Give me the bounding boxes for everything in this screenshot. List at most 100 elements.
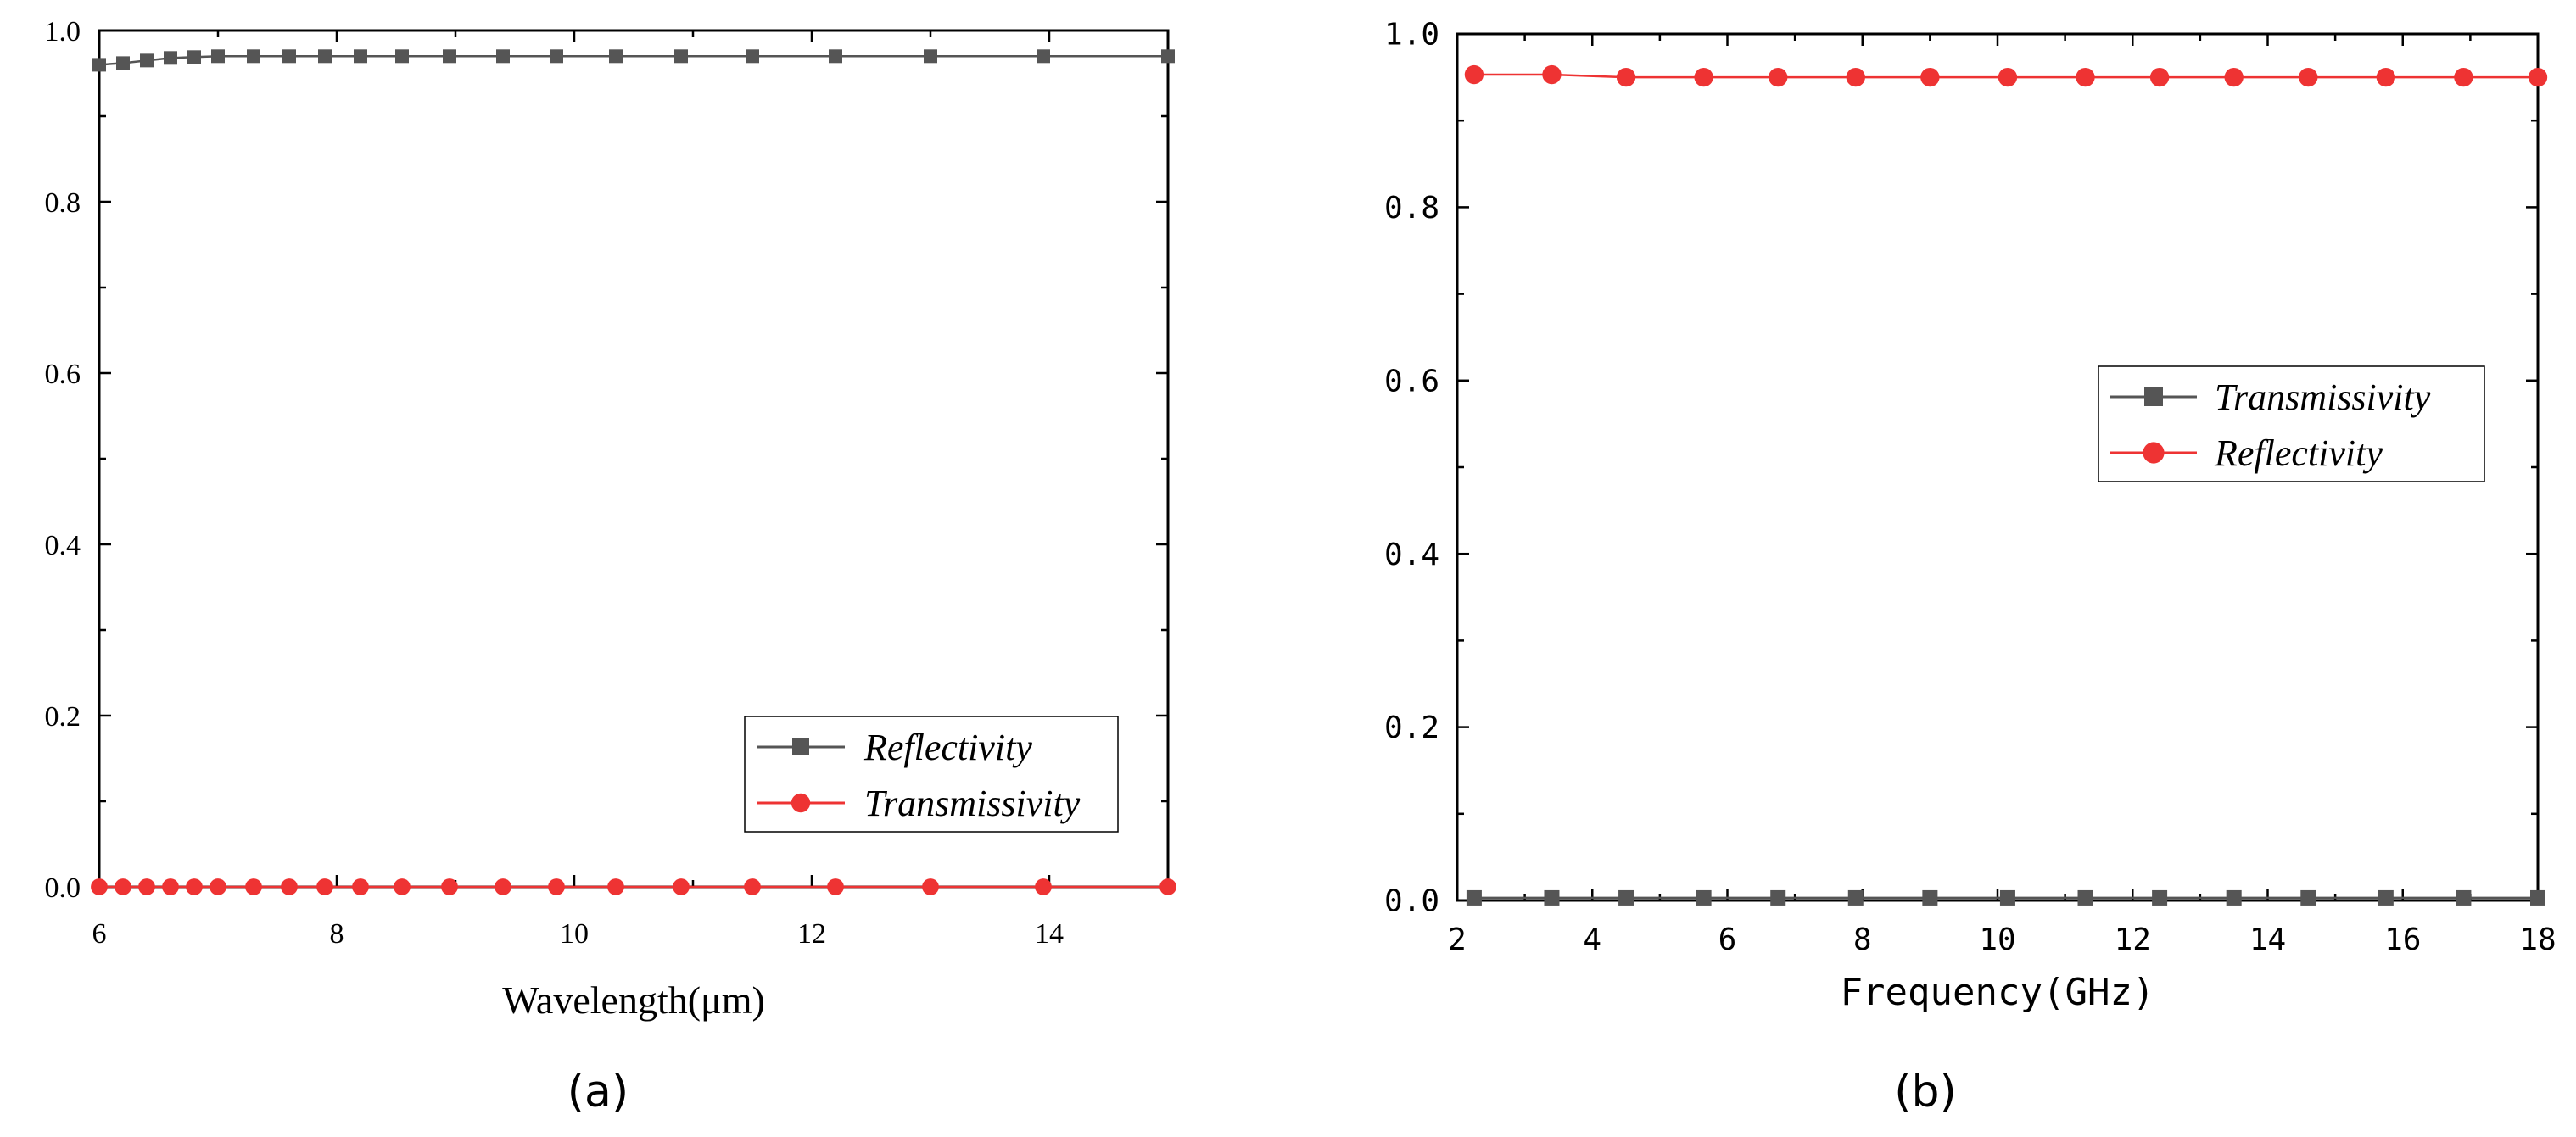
series-reflectivity xyxy=(92,49,1175,72)
data-point xyxy=(922,878,939,895)
legend-label: Transmissivity xyxy=(2215,376,2431,418)
data-point xyxy=(744,878,761,895)
series-reflectivity xyxy=(1464,64,2548,87)
data-point xyxy=(316,878,333,895)
data-point xyxy=(2378,889,2394,906)
chart-panel-b: 2 4 6 8 10 12 14 16 18 0.0 0.2 0.4 0.6 0.8 1.0 Frequenc… xyxy=(1384,18,2556,1117)
data-point xyxy=(2152,889,2168,906)
data-point xyxy=(550,49,563,64)
data-point xyxy=(1769,67,1788,87)
data-point xyxy=(395,49,409,64)
legend-marker xyxy=(2143,442,2165,464)
data-point xyxy=(2376,67,2396,87)
data-point xyxy=(2299,67,2318,87)
data-point xyxy=(829,49,842,64)
data-point xyxy=(91,878,108,895)
y-tick-label: 0.4 xyxy=(45,530,81,561)
data-point xyxy=(1920,67,1940,87)
x-tick-label: 14 xyxy=(1035,918,1064,950)
data-point xyxy=(1159,878,1176,895)
legend-box xyxy=(2098,365,2485,482)
data-point xyxy=(211,49,225,64)
data-point xyxy=(2456,889,2472,906)
data-point xyxy=(2226,889,2242,906)
data-point xyxy=(394,878,411,895)
x-axis-label: Wavelength(μm) xyxy=(502,978,765,1022)
data-point xyxy=(2454,67,2473,87)
y-tick-label: 0.2 xyxy=(1384,711,1439,745)
panel-label: (a) xyxy=(567,1067,629,1117)
data-point xyxy=(1696,889,1712,906)
y-tick-label: 0.6 xyxy=(45,359,81,390)
data-point xyxy=(441,878,458,895)
y-tick-label: 0.8 xyxy=(45,187,81,219)
x-tick-label: 2 xyxy=(1448,922,1467,957)
data-point xyxy=(186,878,203,895)
data-point xyxy=(2300,889,2316,906)
panel-label: (b) xyxy=(1894,1067,1957,1117)
legend-marker xyxy=(791,793,811,813)
data-point xyxy=(1998,67,2018,87)
y-tick-label: 0.8 xyxy=(1384,191,1439,226)
x-tick-label: 10 xyxy=(560,918,589,950)
data-point xyxy=(1846,67,1865,87)
x-tick-label: 6 xyxy=(1718,922,1737,957)
chart-panel-a: 6 8 10 12 14 0.0 0.2 0.4 0.6 0.8 1.0 Wavelength(μm)… xyxy=(45,16,1176,1117)
data-point xyxy=(1999,889,2015,906)
data-point xyxy=(746,49,759,64)
data-point xyxy=(674,49,688,64)
legend-label: Transmissivity xyxy=(864,783,1081,824)
data-point xyxy=(1542,64,1562,85)
legend-label: Reflectivity xyxy=(2214,432,2383,474)
data-point xyxy=(2224,67,2244,87)
data-point xyxy=(1616,67,1636,87)
series-transmissivity xyxy=(1466,889,2545,906)
x-axis-label: Frequency(GHz) xyxy=(1841,971,2155,1014)
data-point xyxy=(352,878,369,895)
data-point xyxy=(162,878,179,895)
series-transmissivity xyxy=(91,878,1176,895)
data-point xyxy=(495,878,511,895)
legend-entry: Transmissivity xyxy=(757,783,1081,824)
data-point xyxy=(1847,889,1864,906)
data-point xyxy=(1694,67,1713,87)
data-point xyxy=(164,51,177,65)
data-point xyxy=(496,49,510,64)
legend-marker xyxy=(2144,387,2163,406)
data-point xyxy=(281,878,298,895)
data-point xyxy=(138,878,155,895)
data-point xyxy=(1466,889,1482,906)
x-tick-label: 14 xyxy=(2249,922,2286,957)
data-point xyxy=(1618,889,1634,906)
data-point xyxy=(210,878,226,895)
data-point xyxy=(354,49,367,64)
data-point xyxy=(140,53,154,68)
data-point xyxy=(2528,67,2548,87)
data-point xyxy=(1544,889,1560,906)
data-point xyxy=(1922,889,1938,906)
data-point xyxy=(607,878,624,895)
data-point xyxy=(2076,67,2095,87)
data-point xyxy=(115,878,131,895)
legend: Transmissivity Reflectivity xyxy=(2098,365,2485,482)
data-point xyxy=(1770,889,1786,906)
y-tick-label: 1.0 xyxy=(1384,18,1439,53)
x-tick-label: 12 xyxy=(797,918,826,950)
data-point xyxy=(1037,49,1050,64)
legend-entry: Transmissivity xyxy=(2110,376,2431,418)
data-point xyxy=(282,49,296,64)
y-tick-label: 0.0 xyxy=(45,872,81,904)
data-point xyxy=(1464,64,1484,85)
data-point xyxy=(2530,889,2545,906)
data-point xyxy=(2077,889,2093,906)
x-tick-label: 18 xyxy=(2519,922,2556,957)
y-tick-label: 0.0 xyxy=(1384,884,1439,919)
x-tick-label: 8 xyxy=(330,918,344,950)
y-tick-label: 0.4 xyxy=(1384,538,1439,572)
data-point xyxy=(673,878,690,895)
data-point xyxy=(2149,67,2170,87)
legend-marker xyxy=(792,738,809,755)
data-point xyxy=(609,49,623,64)
data-point xyxy=(924,49,937,64)
